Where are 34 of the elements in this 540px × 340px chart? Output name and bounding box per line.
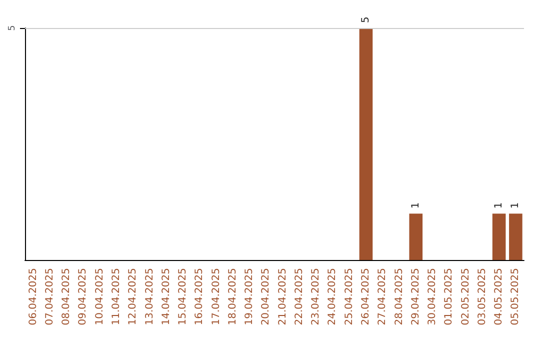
data-label: 1 [494,202,505,209]
x-tick-label: 26.04.2025 [360,268,372,326]
x-tick-label: 24.04.2025 [327,268,338,326]
x-tick-label: 27.04.2025 [377,268,388,326]
x-tick-label: 17.04.2025 [210,268,222,326]
x-tick-label: 14.04.2025 [160,268,172,326]
x-tick-label: 07.04.2025 [44,268,56,326]
x-tick-label: 29.04.2025 [410,268,422,326]
x-tick-label: 12.04.2025 [128,268,139,326]
x-tick-label: 10.04.2025 [94,268,106,326]
x-tick-label: 18.04.2025 [227,268,238,326]
x-tick-label: 19.04.2025 [244,268,256,326]
x-tick-label: 30.04.2025 [427,268,438,326]
x-tick-label: 04.05.2025 [494,268,505,326]
data-label: 5 [360,16,372,23]
x-tick-label: 20.04.2025 [260,268,272,326]
x-tick-label: 23.04.2025 [310,268,322,326]
x-tick-label: 16.04.2025 [194,268,206,326]
x-tick-label: 22.04.2025 [294,268,305,326]
data-label: 1 [510,202,522,209]
x-tick-label: 09.04.2025 [78,268,89,326]
x-tick-label: 02.05.2025 [460,268,472,326]
x-tick-label: 03.05.2025 [476,268,488,326]
x-tick-label: 01.05.2025 [444,268,455,326]
x-tick-label: 21.04.2025 [277,268,288,326]
x-tick-label: 28.04.2025 [394,268,405,326]
x-tick-label: 13.04.2025 [144,268,156,326]
x-tick-label: 15.04.2025 [178,268,189,326]
x-tick-label: 25.04.2025 [344,268,355,326]
x-tick-label: 06.04.2025 [28,268,39,326]
x-tick-label: 05.05.2025 [510,268,522,326]
x-tick-label: 11.04.2025 [110,268,122,326]
data-label: 1 [410,202,422,209]
x-tick-label: 08.04.2025 [61,268,72,326]
